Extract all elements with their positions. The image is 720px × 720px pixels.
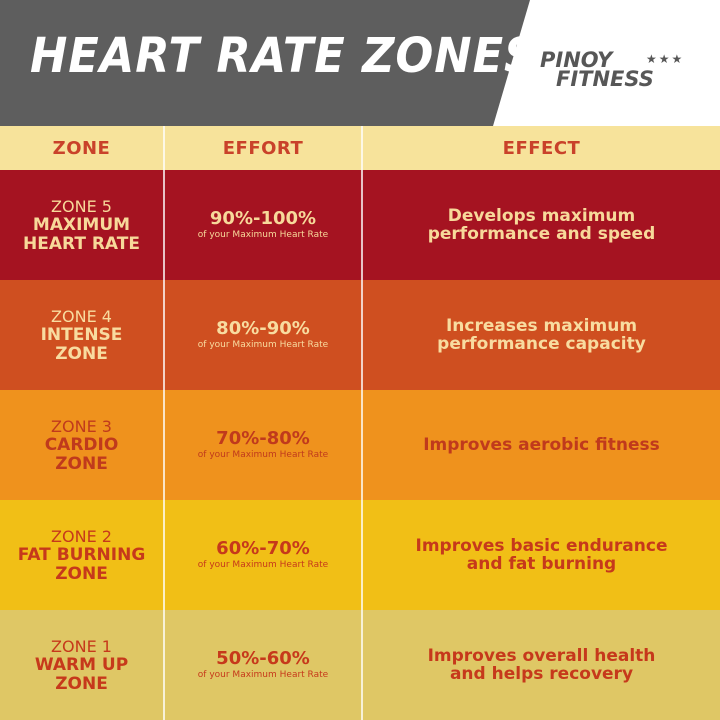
effort-percentage: 50%-60% [216, 648, 310, 669]
zone-name-line2: ZONE [55, 343, 108, 364]
brand-logo: PINOY ★★★ FITNESS [536, 48, 706, 92]
table-row: ZONE 3 CARDIO ZONE 70%-80% of your Maxim… [0, 390, 720, 500]
table-row: ZONE 2 FAT BURNING ZONE 60%-70% of your … [0, 500, 720, 610]
table-header-row: ZONE EFFORT EFFECT [0, 126, 720, 170]
effort-cell: 50%-60% of your Maximum Heart Rate [163, 610, 361, 720]
column-header-zone: ZONE [0, 126, 163, 170]
column-header-effort: EFFORT [163, 126, 361, 170]
effort-note: of your Maximum Heart Rate [197, 670, 329, 680]
page-title: HEART RATE ZONES [30, 28, 538, 84]
column-header-label: ZONE [52, 137, 111, 159]
zone-number: ZONE 1 [51, 636, 112, 656]
effect-cell: Improves aerobic fitness [361, 390, 720, 500]
effort-percentage: 60%-70% [216, 538, 310, 559]
effort-cell: 60%-70% of your Maximum Heart Rate [163, 500, 361, 610]
zone-number: ZONE 5 [51, 196, 112, 216]
table-row: ZONE 1 WARM UP ZONE 50%-60% of your Maxi… [0, 610, 720, 720]
zone-cell: ZONE 5 MAXIMUM HEART RATE [0, 170, 163, 280]
zone-number: ZONE 4 [51, 306, 112, 326]
zone-name-line2: ZONE [55, 563, 108, 584]
zone-number: ZONE 2 [51, 526, 112, 546]
effect-text: Improves aerobic fitness [423, 435, 660, 455]
effect-text: Improves basic endurance and fat burning [415, 536, 668, 574]
zone-name-line1: WARM UP [34, 654, 129, 675]
zone-name-line1: FAT BURNING [17, 544, 146, 565]
header-dark-band [0, 0, 530, 126]
column-header-label: EFFORT [222, 137, 304, 159]
zone-cell: ZONE 3 CARDIO ZONE [0, 390, 163, 500]
effect-cell: Improves basic endurance and fat burning [361, 500, 720, 610]
zone-name-line1: INTENSE [40, 324, 123, 345]
table-row: ZONE 5 MAXIMUM HEART RATE 90%-100% of yo… [0, 170, 720, 280]
column-header-effect: EFFECT [361, 126, 720, 170]
zone-name-line1: CARDIO [44, 434, 119, 455]
zone-cell: ZONE 2 FAT BURNING ZONE [0, 500, 163, 610]
effect-cell: Develops maximum performance and speed [361, 170, 720, 280]
zone-cell: ZONE 4 INTENSE ZONE [0, 280, 163, 390]
effect-cell: Increases maximum performance capacity [361, 280, 720, 390]
logo-line1: PINOY [540, 48, 613, 72]
effort-cell: 80%-90% of your Maximum Heart Rate [163, 280, 361, 390]
header-banner: HEART RATE ZONES PINOY ★★★ FITNESS [0, 0, 720, 126]
zone-cell: ZONE 1 WARM UP ZONE [0, 610, 163, 720]
zone-name-line2: ZONE [55, 453, 108, 474]
effort-note: of your Maximum Heart Rate [197, 340, 329, 350]
effect-text: Increases maximum performance capacity [437, 316, 646, 354]
table-row: ZONE 4 INTENSE ZONE 80%-90% of your Maxi… [0, 280, 720, 390]
effect-text: Improves overall health and helps recove… [427, 646, 656, 684]
effort-percentage: 90%-100% [209, 208, 317, 229]
effort-cell: 90%-100% of your Maximum Heart Rate [163, 170, 361, 280]
stars-icon: ★★★ [646, 52, 685, 66]
zone-name-line2: ZONE [55, 673, 108, 694]
effort-note: of your Maximum Heart Rate [197, 560, 329, 570]
column-header-label: EFFECT [502, 137, 581, 159]
zone-name-line1: MAXIMUM [32, 214, 131, 235]
effect-cell: Improves overall health and helps recove… [361, 610, 720, 720]
zone-name-line2: HEART RATE [23, 233, 140, 254]
effort-percentage: 70%-80% [216, 428, 310, 449]
effort-note: of your Maximum Heart Rate [197, 450, 329, 460]
effort-note: of your Maximum Heart Rate [197, 230, 329, 240]
zone-number: ZONE 3 [51, 416, 112, 436]
effect-text: Develops maximum performance and speed [427, 206, 656, 244]
heart-rate-zones-table: ZONE EFFORT EFFECT ZONE 5 MAXIMUM HEART … [0, 126, 720, 720]
effort-percentage: 80%-90% [216, 318, 310, 339]
effort-cell: 70%-80% of your Maximum Heart Rate [163, 390, 361, 500]
logo-line2: FITNESS [556, 67, 654, 91]
